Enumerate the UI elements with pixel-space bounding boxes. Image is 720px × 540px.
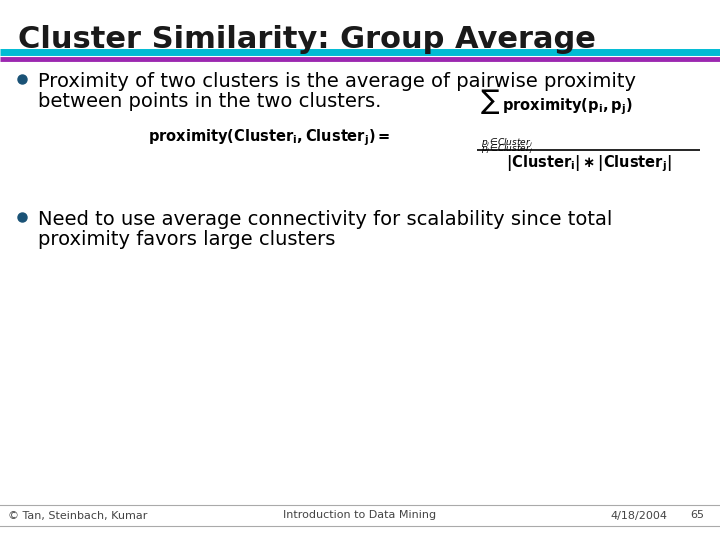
Text: $\sum$: $\sum$ bbox=[480, 87, 500, 116]
Text: Cluster Similarity: Group Average: Cluster Similarity: Group Average bbox=[18, 25, 596, 54]
Text: $\mathbf{|Cluster_i|\ast|Cluster_j|}$: $\mathbf{|Cluster_i|\ast|Cluster_j|}$ bbox=[505, 153, 671, 173]
Text: 4/18/2004: 4/18/2004 bbox=[610, 510, 667, 521]
Text: Introduction to Data Mining: Introduction to Data Mining bbox=[284, 510, 436, 521]
Text: Proximity of two clusters is the average of pairwise proximity: Proximity of two clusters is the average… bbox=[38, 72, 636, 91]
Text: © Tan, Steinbach, Kumar: © Tan, Steinbach, Kumar bbox=[8, 510, 148, 521]
Text: $\mathbf{proximity(Cluster_i,Cluster_j)=}$: $\mathbf{proximity(Cluster_i,Cluster_j)=… bbox=[148, 127, 390, 149]
Text: between points in the two clusters.: between points in the two clusters. bbox=[38, 92, 382, 111]
Text: 65: 65 bbox=[690, 510, 704, 521]
Text: $p_i\!\in\!Cluster_i$: $p_i\!\in\!Cluster_i$ bbox=[481, 136, 533, 149]
Text: Need to use average connectivity for scalability since total: Need to use average connectivity for sca… bbox=[38, 210, 613, 229]
Text: $p_j\!\in\!Cluster_j$: $p_j\!\in\!Cluster_j$ bbox=[481, 143, 533, 156]
Text: $\mathbf{proximity(p_i,p_j)}$: $\mathbf{proximity(p_i,p_j)}$ bbox=[502, 97, 633, 117]
Text: proximity favors large clusters: proximity favors large clusters bbox=[38, 230, 336, 249]
